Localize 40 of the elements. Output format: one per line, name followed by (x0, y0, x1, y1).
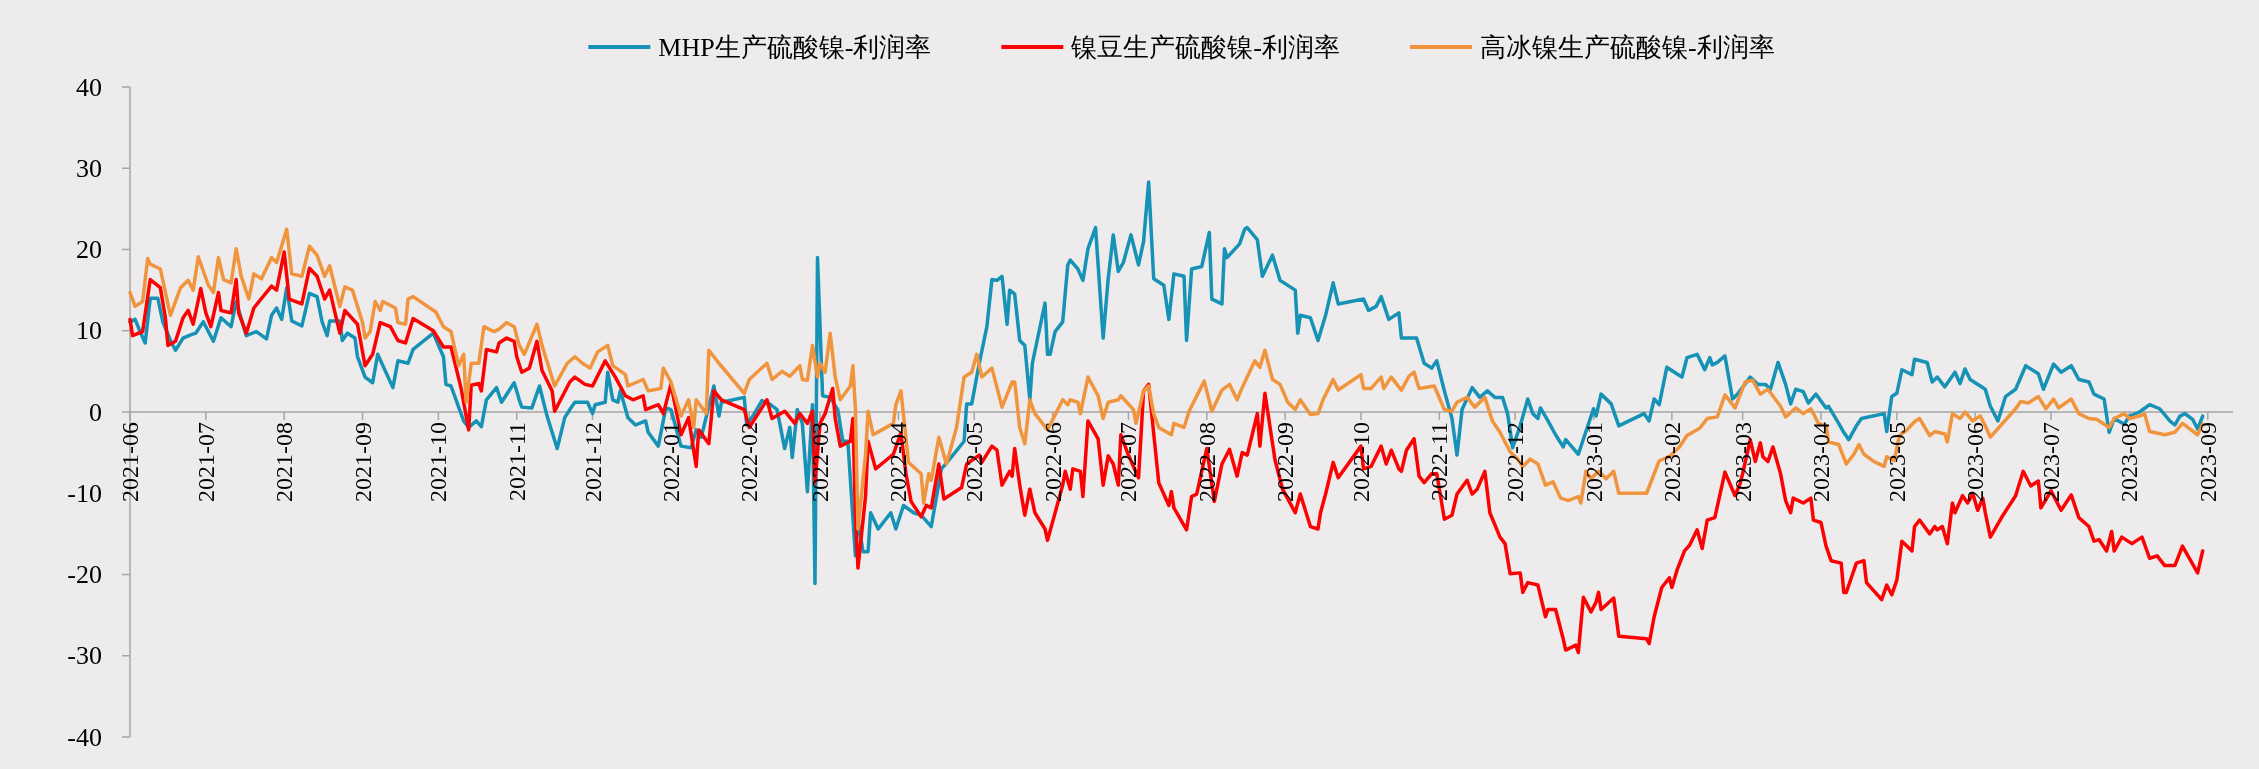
y-tick-label: -20 (67, 560, 102, 589)
x-tick-label: 2022-07 (1115, 422, 1142, 502)
x-tick-label: 2023-05 (1883, 422, 1910, 502)
x-tick-label: 2021-12 (579, 422, 606, 502)
x-tick-label: 2021-08 (271, 422, 298, 502)
y-tick-label: 20 (76, 235, 102, 264)
x-tick-label: 2023-04 (1807, 422, 1834, 502)
legend-label: 镍豆生产硫酸镍-利润率 (1070, 32, 1341, 62)
x-tick-label: 2022-09 (1272, 422, 1299, 502)
y-tick-label: -10 (67, 478, 102, 508)
y-tick-label: 10 (76, 316, 102, 346)
x-tick-label: 2021-11 (503, 422, 530, 502)
x-tick-label: 2022-04 (885, 422, 912, 502)
legend-label: MHP生产硫酸镍-利润率 (658, 32, 932, 62)
x-tick-label: 2022-12 (1502, 422, 1529, 502)
x-tick-label: 2022-10 (1347, 422, 1374, 502)
x-tick-label: 2022-06 (1039, 422, 1066, 502)
y-tick-label: -30 (67, 641, 102, 671)
y-tick-label: 40 (76, 72, 102, 102)
y-tick-label: 30 (76, 153, 102, 183)
x-tick-label: 2021-10 (425, 422, 452, 502)
x-tick-label: 2021-09 (349, 422, 376, 502)
x-tick-label: 2023-03 (1729, 422, 1756, 502)
x-tick-label: 2023-08 (2116, 422, 2143, 502)
x-tick-label: 2022-05 (961, 422, 988, 502)
x-tick-label: 2023-07 (2038, 422, 2065, 502)
x-tick-label: 2023-02 (1658, 422, 1685, 502)
y-tick-label: 0 (89, 397, 102, 427)
x-tick-label: 2023-09 (2194, 422, 2221, 502)
x-tick-label: 2023-01 (1580, 422, 1607, 502)
x-tick-label: 2021-07 (192, 422, 219, 502)
x-tick-label: 2022-11 (1426, 422, 1453, 502)
x-tick-label: 2023-06 (1962, 422, 1989, 502)
x-tick-label: 2022-02 (736, 422, 763, 502)
x-tick-label: 2021-06 (117, 422, 143, 502)
y-tick-label: -40 (67, 722, 102, 752)
x-tick-label: 2022-01 (657, 422, 684, 502)
legend-label: 高冰镍生产硫酸镍-利润率 (1480, 32, 1775, 62)
x-tick-label: 2022-08 (1193, 422, 1220, 502)
x-tick-label: 2022-03 (807, 422, 834, 502)
